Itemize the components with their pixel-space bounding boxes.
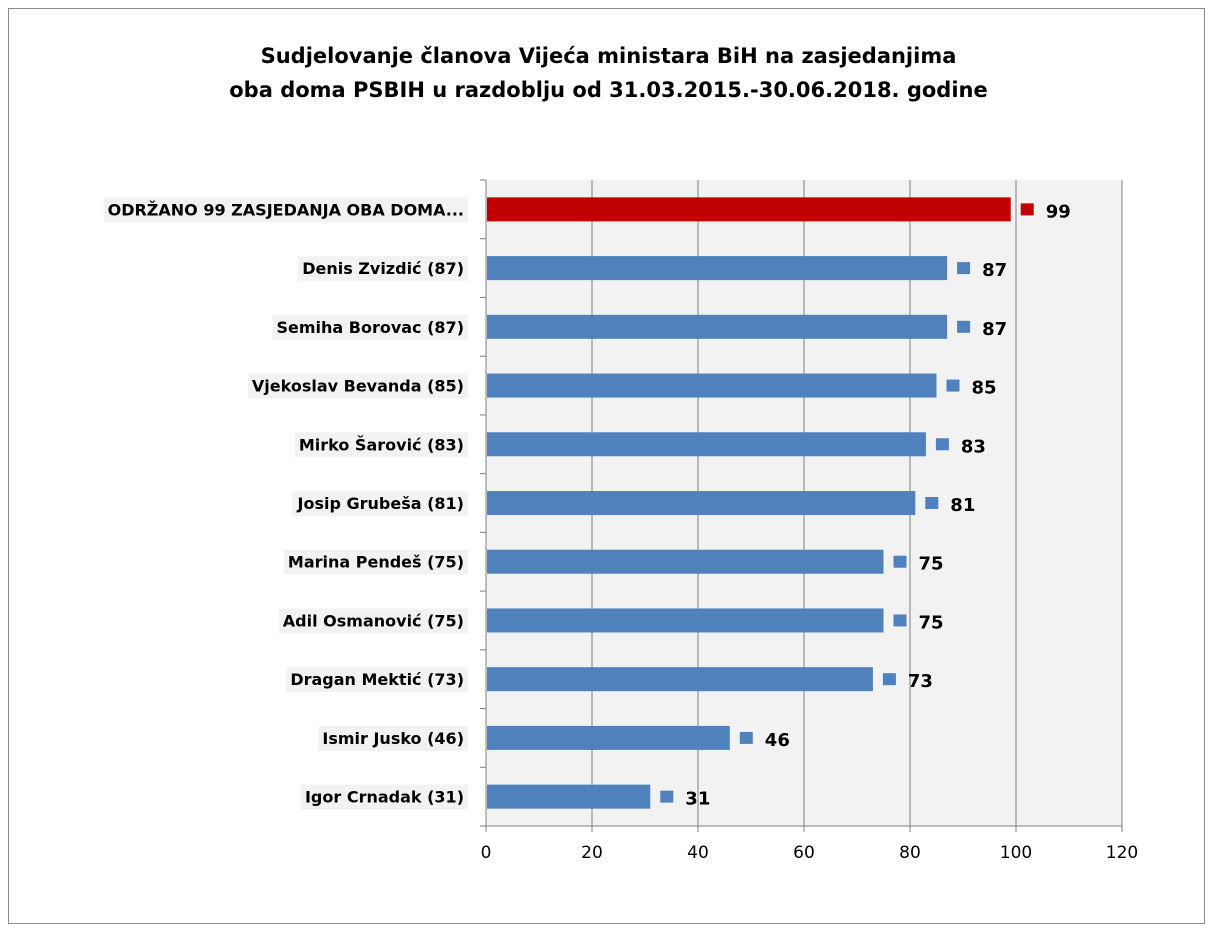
- value-label-marker: [893, 555, 907, 568]
- bar: [487, 549, 884, 574]
- value-label: 99: [1046, 201, 1071, 222]
- bar: [487, 667, 873, 692]
- value-label: 75: [919, 554, 944, 575]
- value-label: 87: [982, 260, 1007, 281]
- bar: [487, 784, 651, 809]
- bar: [487, 314, 948, 339]
- chart-title-line-2: oba doma PSBIH u razdoblju od 31.03.2015…: [229, 78, 988, 102]
- category-label-background: [300, 784, 468, 810]
- category-label: Dragan Mektić (73): [290, 670, 464, 689]
- category-label: Josip Grubeša (81): [297, 494, 464, 513]
- category-label-background: [318, 725, 468, 751]
- bar: [487, 491, 916, 515]
- category-label-background: [272, 314, 468, 340]
- x-tick-label: 80: [899, 843, 921, 863]
- category-label-background: [278, 608, 468, 634]
- value-label-marker: [946, 379, 960, 392]
- category-label-background: [286, 667, 468, 693]
- x-tick-label: 40: [687, 843, 709, 863]
- value-label-marker: [1020, 203, 1034, 216]
- category-label: Ismir Jusko (46): [322, 729, 464, 748]
- category-label: Igor Crnadak (31): [305, 788, 464, 807]
- value-label: 75: [919, 612, 944, 633]
- x-tick-label: 0: [481, 843, 492, 863]
- x-tick-label: 100: [1000, 843, 1032, 863]
- category-label-background: [294, 432, 468, 458]
- category-label: Marina Pendeš (75): [288, 553, 464, 572]
- x-tick-label: 120: [1106, 843, 1138, 863]
- value-label: 87: [982, 319, 1007, 340]
- bar: [487, 725, 730, 750]
- category-label-background: [298, 256, 468, 282]
- bar: [487, 197, 1011, 222]
- value-label: 81: [950, 495, 975, 516]
- value-label-marker: [957, 262, 971, 275]
- bar: [487, 373, 937, 398]
- category-label-background: [247, 373, 468, 399]
- bar: [487, 432, 926, 457]
- value-label-marker: [957, 320, 971, 333]
- category-label: Vjekoslav Bevanda (85): [252, 377, 464, 396]
- category-label: Denis Zvizdić (87): [302, 259, 464, 278]
- category-label: Adil Osmanović (75): [283, 611, 464, 630]
- value-label-marker: [739, 731, 753, 744]
- category-label-background: [283, 549, 468, 575]
- value-label-marker: [660, 790, 674, 803]
- value-label: 73: [908, 671, 933, 692]
- x-tick-label: 20: [581, 843, 603, 863]
- value-label-marker: [893, 614, 907, 627]
- category-label: Mirko Šarović (83): [299, 435, 464, 454]
- chart-title-line-1: Sudjelovanje članova Vijeća ministara Bi…: [260, 44, 957, 68]
- bar: [487, 608, 884, 633]
- value-label: 85: [972, 378, 997, 399]
- category-label-background: [292, 491, 468, 516]
- category-label: Semiha Borovac (87): [276, 318, 464, 337]
- bar: [487, 256, 948, 281]
- value-label: 83: [961, 436, 986, 457]
- value-label: 46: [765, 730, 790, 751]
- value-label: 31: [685, 789, 710, 810]
- value-label-marker: [935, 438, 949, 451]
- x-tick-label: 60: [793, 843, 815, 863]
- value-label-marker: [925, 497, 939, 509]
- value-label-marker: [882, 673, 896, 686]
- category-label: ODRŽANO 99 ZASJEDANJA OBA DOMA...: [108, 200, 464, 219]
- category-label-background: [103, 197, 468, 223]
- chart-title: Sudjelovanje članova Vijeća ministara Bi…: [9, 39, 1208, 107]
